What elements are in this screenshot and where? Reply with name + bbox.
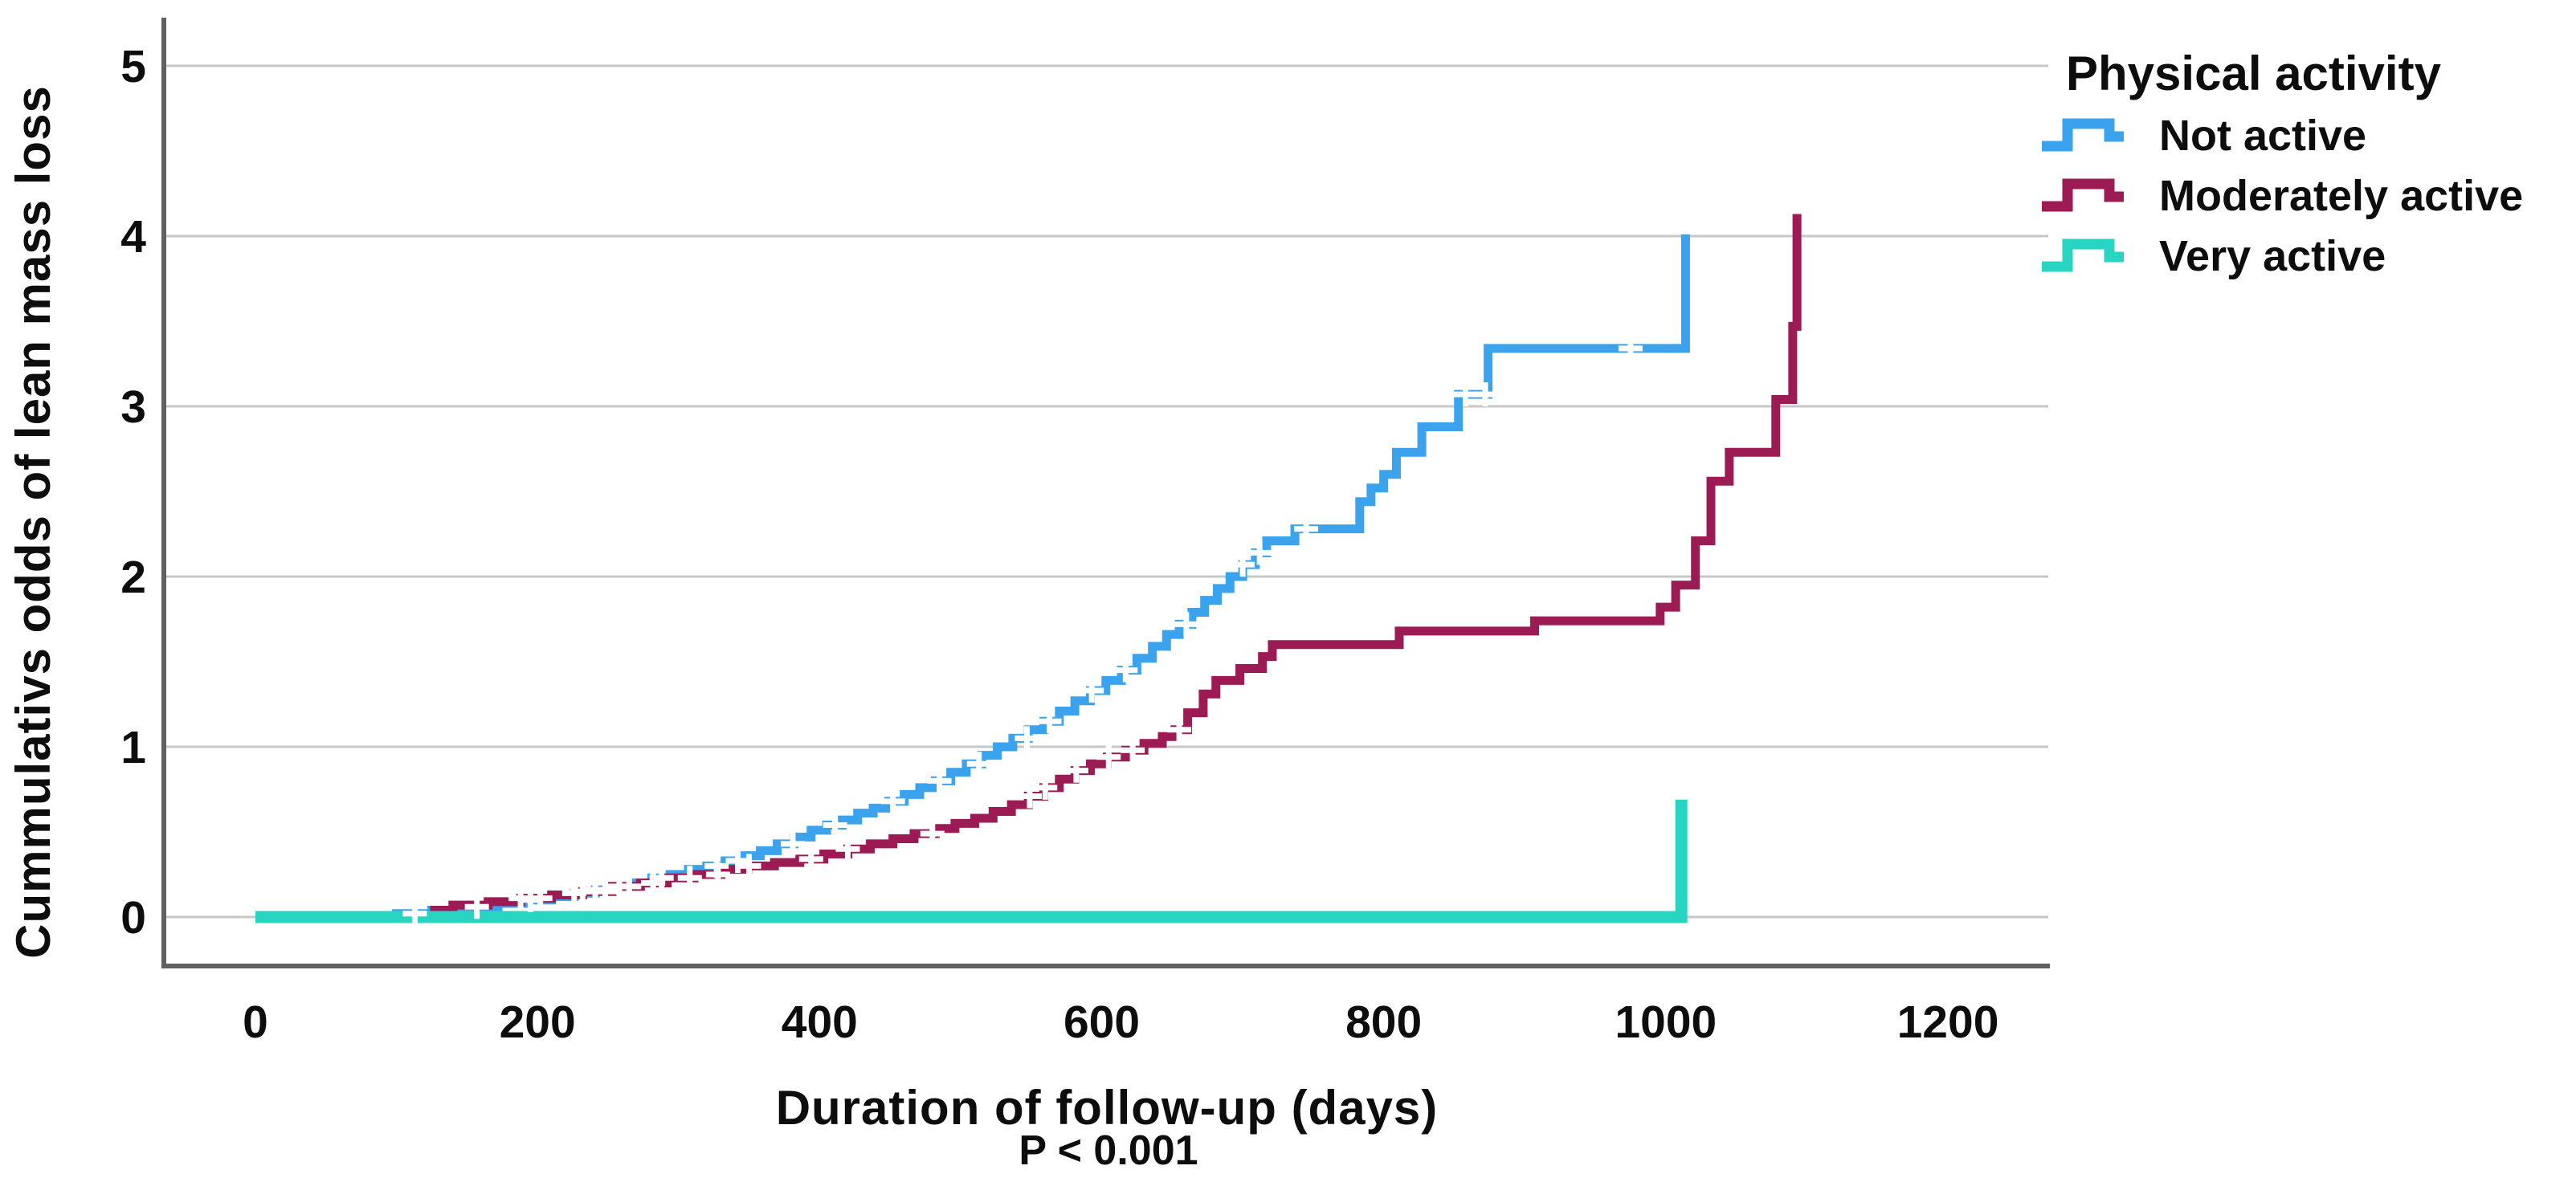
step-line-swatch-icon — [2042, 118, 2124, 152]
censor-plus-icon — [1014, 726, 1039, 751]
censor-plus-icon — [1113, 658, 1138, 683]
censor-plus-icon — [1121, 738, 1145, 763]
censor-plus-icon — [1294, 516, 1319, 541]
legend-label: Moderately active — [2159, 172, 2523, 220]
censor-plus-icon — [725, 849, 750, 874]
censor-plus-icon — [920, 821, 945, 846]
y-tick-label: 4 — [120, 211, 146, 263]
legend-item-not-active: Not active — [2042, 112, 2366, 160]
censor-plus-icon — [798, 846, 823, 871]
censor-plus-icon — [528, 886, 553, 911]
series-line-moderately-active — [255, 214, 1802, 922]
censor-plus-icon — [464, 895, 489, 919]
censor-plus-icon — [927, 768, 952, 793]
x-tick-label: 400 — [782, 997, 858, 1048]
x-tick-label: 1000 — [1615, 997, 1717, 1048]
y-tick-label: 3 — [120, 381, 146, 433]
legend-item-very-active: Very active — [2042, 232, 2386, 280]
censor-plus-icon — [1063, 758, 1088, 783]
series-paths — [255, 214, 1802, 923]
x-axis-title: Duration of follow-up (days) — [776, 1081, 1439, 1135]
censor-plus-icon — [737, 854, 761, 878]
axes — [161, 18, 2050, 968]
censor-plus-icon — [617, 874, 642, 899]
x-tick-labels: 0 200 400 600 800 1000 1200 — [243, 997, 1998, 1048]
censor-plus-icon — [641, 870, 666, 895]
series-line-very-active — [255, 799, 1688, 923]
censor-plus-icon — [1037, 709, 1062, 734]
x-tick-label: 0 — [243, 997, 268, 1048]
x-tick-label: 1200 — [1897, 997, 1999, 1048]
legend: Physical activity Not active Moderately … — [2042, 47, 2523, 280]
censor-plus-icon — [1080, 679, 1104, 703]
censor-plus-icon — [570, 879, 595, 904]
censor-marks — [402, 336, 1643, 926]
step-line-swatch-icon — [2042, 238, 2124, 272]
y-tick-labels: 0 1 2 3 4 5 — [120, 41, 146, 944]
censor-plus-icon — [705, 862, 730, 887]
y-tick-label: 2 — [120, 552, 146, 603]
censor-plus-icon — [1096, 744, 1121, 769]
censor-plus-icon — [966, 752, 991, 777]
legend-label: Not active — [2159, 112, 2366, 160]
censor-plus-icon — [1247, 540, 1272, 565]
y-axis-title: Cummulativs odds of lean mass loss — [6, 85, 60, 959]
gridlines — [165, 64, 2048, 919]
censor-plus-icon — [1167, 717, 1192, 742]
censor-plus-icon — [780, 831, 805, 856]
x-tick-label: 200 — [500, 997, 576, 1048]
step-line-swatch-icon — [2042, 178, 2124, 212]
x-tick-label: 600 — [1063, 997, 1140, 1048]
p-value-annotation: P < 0.001 — [1019, 1127, 1198, 1174]
y-tick-label: 1 — [120, 722, 146, 773]
censor-plus-icon — [1618, 336, 1643, 361]
censor-plus-icon — [677, 866, 702, 891]
censor-plus-icon — [823, 813, 847, 838]
censor-plus-icon — [1174, 612, 1198, 637]
censor-plus-icon — [1033, 775, 1058, 800]
legend-label: Very active — [2159, 232, 2386, 280]
legend-item-moderately-active: Moderately active — [2042, 172, 2523, 220]
censor-plus-icon — [1473, 382, 1498, 407]
censor-plus-icon — [1231, 552, 1255, 577]
censor-plus-icon — [402, 901, 427, 926]
censor-plus-icon — [880, 789, 905, 813]
y-tick-label: 5 — [120, 41, 146, 92]
censor-plus-icon — [593, 879, 618, 904]
legend-title: Physical activity — [2066, 47, 2442, 100]
censor-plus-icon — [1017, 784, 1042, 809]
censor-plus-icon — [835, 837, 860, 862]
y-tick-label: 0 — [120, 892, 146, 944]
x-tick-label: 800 — [1345, 997, 1422, 1048]
